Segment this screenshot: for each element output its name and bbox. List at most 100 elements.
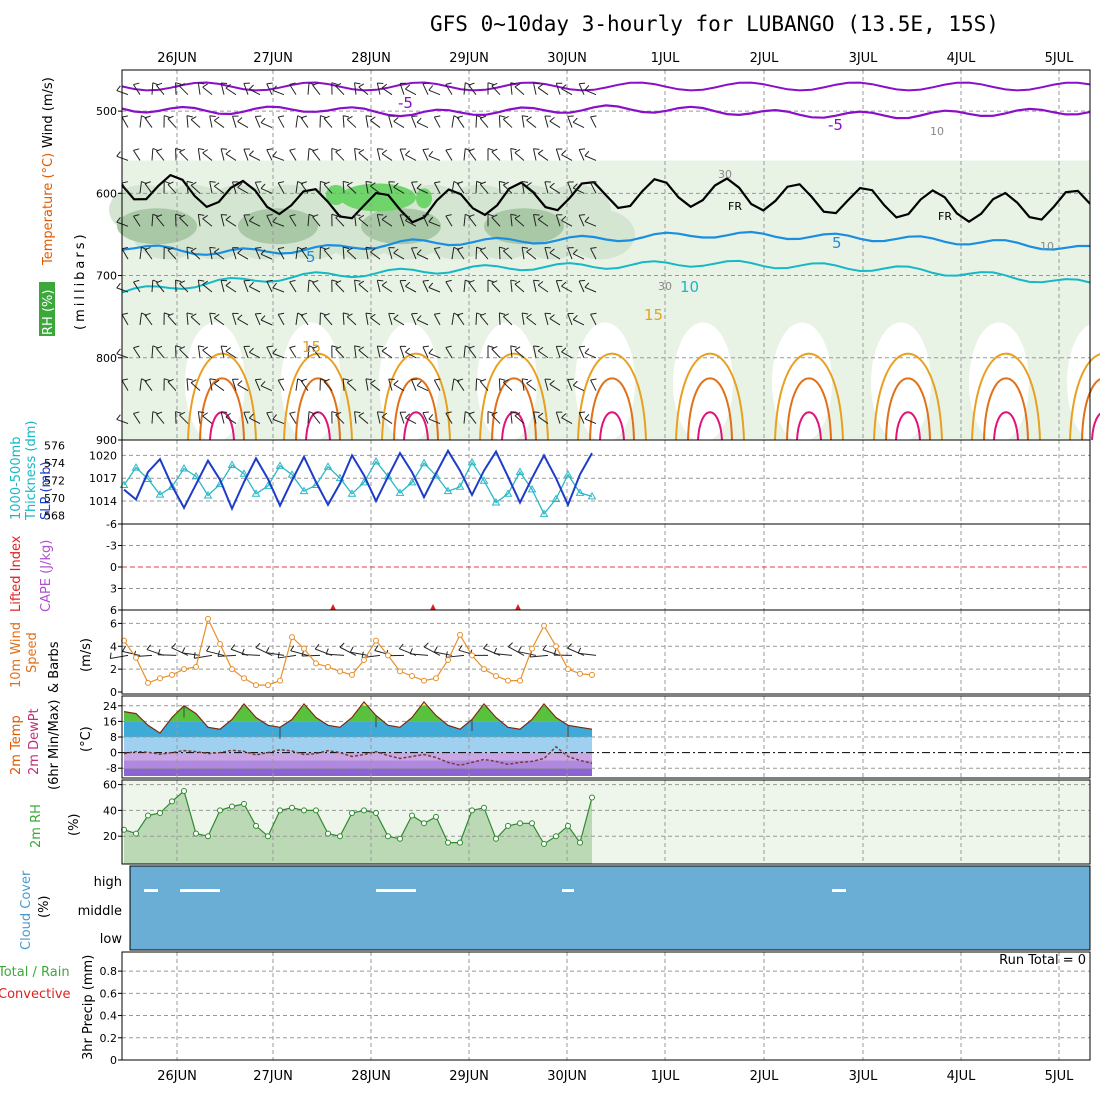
wind-barb [243,280,249,293]
wind-barb [213,185,225,194]
wind-barb-flag [493,647,497,654]
wind-labels: 10m Wind Speed & Barbs (m/s) [9,622,94,693]
wind-barb-flag [272,216,277,223]
wind-barb-flag [526,313,532,318]
wind-barb [335,348,345,359]
wind-barb-flag [572,183,578,189]
y-tick-label: -8 [106,762,117,775]
wind-barb [514,217,525,227]
wind-barb-flag [116,414,121,420]
wind-barb-flag [480,312,487,317]
wind-barb-flag [358,83,365,88]
wind-barb [346,184,357,194]
wind-barb [307,411,310,424]
wind-barb [232,379,237,391]
thickness-point [179,463,189,472]
wind-barb-flag [537,83,544,89]
wind-barb [584,155,597,161]
isotherm-15 [381,352,451,441]
wind-barb-flag [549,182,555,188]
wind-speed-point [409,673,415,679]
wind-barb-flag [179,83,186,87]
wind-barb-flag [510,279,517,282]
wind-barb-flag [499,115,506,118]
wind-barb-flag [202,83,208,88]
wind-barb-flag [358,214,365,219]
wind-barb [354,214,357,227]
wind-barb [445,84,453,95]
wind-barb-flag [343,378,350,381]
thickness-point [371,456,381,465]
rh-point [553,833,559,840]
wind-barb [350,651,369,656]
wind-barb [526,382,537,392]
wind-barb [468,347,477,359]
wind-barb [475,312,478,325]
wind-barb [255,647,273,656]
wind-barb-flag [584,282,590,288]
wind-barb [510,411,513,424]
wind-barb-flag [255,115,262,118]
wind-barb [197,280,201,293]
wind-barb [133,281,141,293]
wind-barb-flag [323,115,330,119]
wind-barb [225,87,237,96]
wind-barb [445,215,453,227]
wind-barb [422,346,429,358]
wind-barb-flag [503,247,509,252]
wind-barb-flag [522,180,529,183]
contour-label: 10 [930,125,944,138]
wind-barb-flag [213,182,220,187]
wind-barb [399,83,405,95]
thickness-point [239,469,249,477]
wind-barb [354,82,357,95]
wind-barb-flag [225,281,231,286]
thickness-line [123,460,593,516]
wind10-label-c: & Barbs [47,641,62,693]
cloud-labels: Cloud Cover (%) [19,870,52,950]
wind-barb-flag [510,345,517,348]
rh-point [517,820,523,827]
wind-barb-flag [186,312,193,315]
wind-speed-point [505,677,511,684]
wind-barb-flag [248,413,254,419]
wind-speed-point [289,634,295,641]
wind-barb [428,287,441,293]
rh-point [133,830,139,837]
wind-barb [167,381,177,392]
wind-barb [393,252,405,260]
wind-barb [213,120,225,128]
wind-barb [584,221,597,227]
wind-barb-flag [522,246,529,249]
wind-barb-flag [346,181,353,186]
wind-barb [312,348,321,359]
wind-barb-flag [428,85,434,91]
wind-barb [555,148,561,161]
wind-barb-flag [312,148,319,152]
thickness-point [539,509,549,517]
wind-barb-flag [156,280,163,284]
wind-barb [260,319,273,326]
slp-label: SLP (mb) [39,461,54,520]
wind-barb [475,378,478,391]
wind-barb-flag [164,312,171,316]
wind-barb [526,185,537,194]
wind-barb [232,181,237,194]
wind-barb [295,181,299,194]
wind-barb [405,88,417,96]
wind-speed-point [133,654,139,661]
wind-barb-flag [480,247,487,251]
wind-barb [249,286,261,293]
cloud-cover-label: Cloud Cover [19,870,34,950]
wind-barb [151,214,154,227]
y-tick-label: 0 [110,747,117,760]
wind-barb [393,384,405,392]
wind-barb [537,416,549,424]
wind-barb-flag [255,247,262,249]
wind-barb [307,82,310,95]
wind-speed-point [361,657,367,663]
wind-barb [393,120,405,128]
rh-shade-dark [238,208,318,245]
wind-barb-flag [526,116,532,121]
wind-barb-flag [346,116,353,120]
